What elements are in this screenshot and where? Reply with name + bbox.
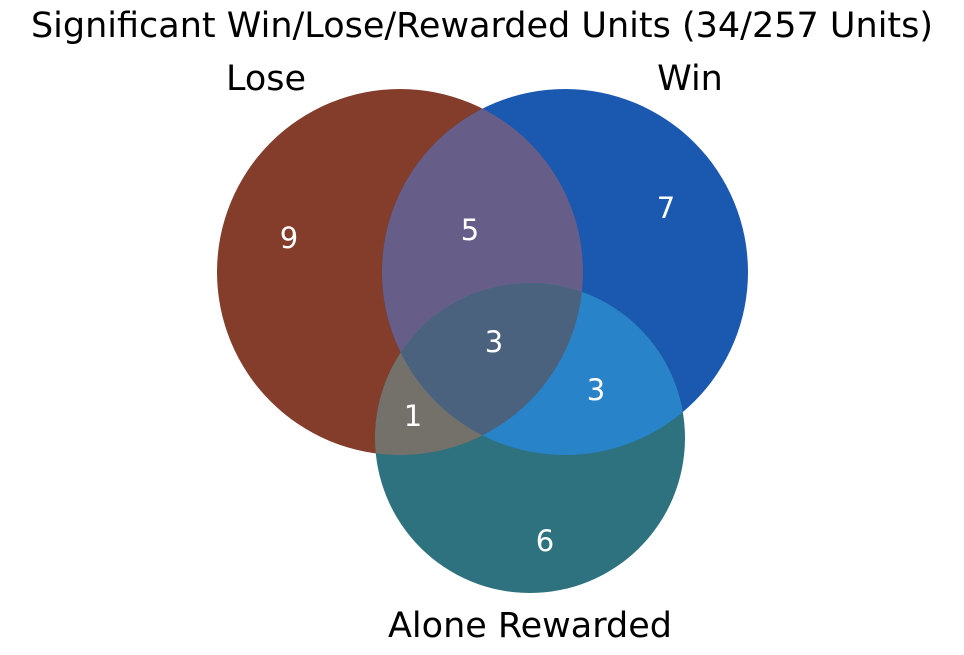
chart-title: Significant Win/Lose/Rewarded Units (34/… — [31, 6, 933, 46]
win-rewarded-count: 3 — [587, 373, 605, 407]
all-three-count: 3 — [485, 325, 503, 359]
win-only-count: 7 — [657, 191, 675, 225]
lose-only-count: 9 — [280, 221, 298, 255]
lose-rewarded-count: 1 — [404, 399, 422, 433]
rewarded-only-count: 6 — [536, 524, 554, 558]
win-set-label: Win — [657, 59, 723, 99]
lose-win-count: 5 — [461, 213, 479, 247]
rewarded-set-label: Alone Rewarded — [388, 606, 672, 646]
lose-set-label: Lose — [226, 59, 306, 99]
